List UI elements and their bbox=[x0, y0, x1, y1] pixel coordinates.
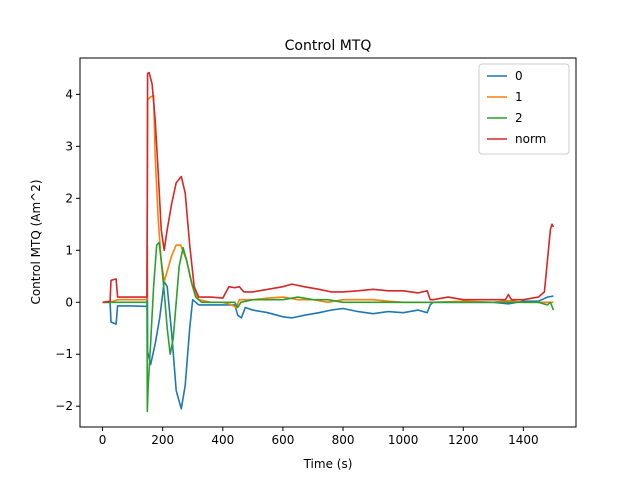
series-line-2 bbox=[102, 241, 555, 413]
legend-label-2: 2 bbox=[515, 111, 523, 125]
legend-box bbox=[478, 63, 570, 155]
legend: 0 1 2 norm bbox=[478, 63, 570, 155]
chart-title: Control MTQ bbox=[285, 38, 372, 54]
x-axis-label: Time (s) bbox=[303, 457, 353, 471]
series-line-3 bbox=[102, 71, 555, 304]
y-tick-label: −2 bbox=[55, 399, 73, 413]
legend-label-1: 1 bbox=[515, 90, 523, 104]
x-tick-label: 800 bbox=[332, 433, 355, 447]
x-tick-label: 0 bbox=[99, 433, 107, 447]
x-tick-label: 1400 bbox=[508, 433, 539, 447]
x-axis: 0 200 400 600 800 1000 1200 1400 bbox=[99, 427, 539, 447]
y-tick-label: 1 bbox=[65, 243, 73, 257]
x-tick-label: 1000 bbox=[388, 433, 419, 447]
series-layer bbox=[102, 71, 555, 413]
x-tick-label: 400 bbox=[211, 433, 234, 447]
series-line-0 bbox=[102, 244, 554, 410]
legend-label-3: norm bbox=[515, 132, 546, 146]
y-axis-label: Control MTQ (Am^2) bbox=[29, 179, 43, 304]
y-tick-label: 4 bbox=[65, 87, 73, 101]
x-tick-label: 1200 bbox=[448, 433, 479, 447]
plot-area bbox=[79, 57, 577, 428]
y-tick-label: 0 bbox=[65, 295, 73, 309]
y-tick-label: 3 bbox=[65, 139, 73, 153]
x-tick-label: 200 bbox=[151, 433, 174, 447]
x-tick-label: 600 bbox=[271, 433, 294, 447]
legend-label-0: 0 bbox=[515, 69, 523, 83]
y-axis: −2 −1 0 1 2 3 4 bbox=[55, 87, 80, 413]
y-tick-label: −1 bbox=[55, 347, 73, 361]
y-tick-label: 2 bbox=[65, 191, 73, 205]
plot-frame bbox=[79, 57, 577, 428]
